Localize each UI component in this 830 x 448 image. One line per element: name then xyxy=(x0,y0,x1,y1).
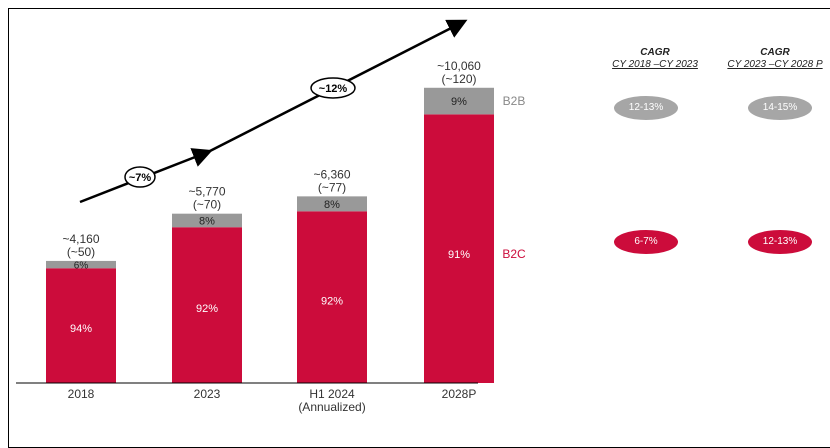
cagr-header-1-title: CAGR xyxy=(640,47,670,58)
legend-b2c: B2C xyxy=(502,247,526,261)
cagr-header-1: CAGR CY 2018 –CY 2023 xyxy=(590,47,720,71)
total-sub-label-2: (~77) xyxy=(318,180,346,194)
category-label-2-line2: (Annualized) xyxy=(298,400,365,414)
cagr-b2b-pill-2: 14-15% xyxy=(748,96,812,120)
label-b2c-1: 92% xyxy=(196,303,218,315)
total-sub-label-1: (~70) xyxy=(193,198,221,212)
label-b2b-3: 9% xyxy=(451,96,467,108)
label-b2b-0: 6% xyxy=(74,261,89,272)
cagr-header-2-title: CAGR xyxy=(760,47,790,58)
total-label-0: ~4,160 xyxy=(62,232,99,246)
bar-b2c-2 xyxy=(297,211,367,383)
label-b2c-2: 92% xyxy=(321,296,343,308)
bar-b2b-3 xyxy=(424,87,494,115)
total-label-2: ~6,360 xyxy=(313,167,350,181)
bar-b2b-1 xyxy=(172,213,242,228)
total-sub-label-0: (~50) xyxy=(67,245,95,259)
category-label-2: H1 2024 xyxy=(309,387,355,401)
category-label-0: 2018 xyxy=(68,387,95,401)
label-b2c-0: 94% xyxy=(70,323,92,335)
growth-label-1: ~12% xyxy=(319,83,348,95)
label-b2b-2: 8% xyxy=(324,199,340,211)
label-b2b-1: 8% xyxy=(199,215,215,227)
cagr-header-2: CAGR CY 2023 –CY 2028 P xyxy=(710,47,830,71)
total-label-3: ~10,060 xyxy=(437,59,481,73)
stacked-bar-chart: 94% 6% ~4,160(~50) 2018 92% 8% ~5,770(~70) 2023… xyxy=(16,19,526,414)
growth-bubble-0 xyxy=(124,166,156,188)
cagr-header-2-period: CY 2023 –CY 2028 P xyxy=(727,59,823,70)
cagr-header-1-period: CY 2018 –CY 2023 xyxy=(612,59,698,70)
growth-bubble-1 xyxy=(310,77,356,99)
label-b2c-3: 91% xyxy=(448,249,470,261)
total-sub-label-3: (~120) xyxy=(441,72,476,86)
category-label-3: 2028P xyxy=(442,387,477,401)
bar-b2b-0 xyxy=(46,260,116,269)
total-label-1: ~5,770 xyxy=(188,185,225,199)
bar-b2b-2 xyxy=(297,196,367,212)
cagr-b2b-pill-1: 12-13% xyxy=(614,96,678,120)
cagr-b2c-pill-2: 12-13% xyxy=(748,230,812,254)
bar-b2c-3 xyxy=(424,114,494,384)
growth-label-0: ~7% xyxy=(129,172,152,184)
cagr-b2c-pill-1: 6-7% xyxy=(614,230,678,254)
bar-b2c-1 xyxy=(172,227,242,383)
legend-b2b: B2B xyxy=(503,94,526,108)
category-label-1: 2023 xyxy=(194,387,221,401)
bar-b2c-0 xyxy=(46,268,116,383)
